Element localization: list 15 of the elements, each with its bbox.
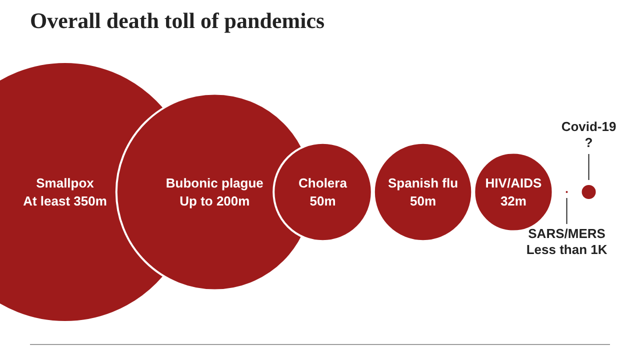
text: Overall death toll of pandemics [30, 8, 325, 34]
category-label: Covid-19 [561, 119, 616, 134]
category-label: Spanish flu [388, 176, 458, 191]
data-label: 50m [410, 194, 436, 209]
data-label: ? [584, 135, 593, 150]
data-label: 32m [500, 194, 526, 209]
category-label: Bubonic plague [166, 176, 264, 191]
category-label: HIV/AIDS [485, 176, 542, 191]
category-label: Smallpox [36, 176, 95, 191]
data-label: 50m [310, 194, 336, 209]
data-label: At least 350m [23, 194, 107, 209]
category-label: Cholera [298, 176, 348, 191]
data-label: Less than 1K [526, 242, 608, 258]
category-label: SARS/MERS [528, 226, 606, 242]
data-label: Up to 200m [180, 194, 250, 209]
